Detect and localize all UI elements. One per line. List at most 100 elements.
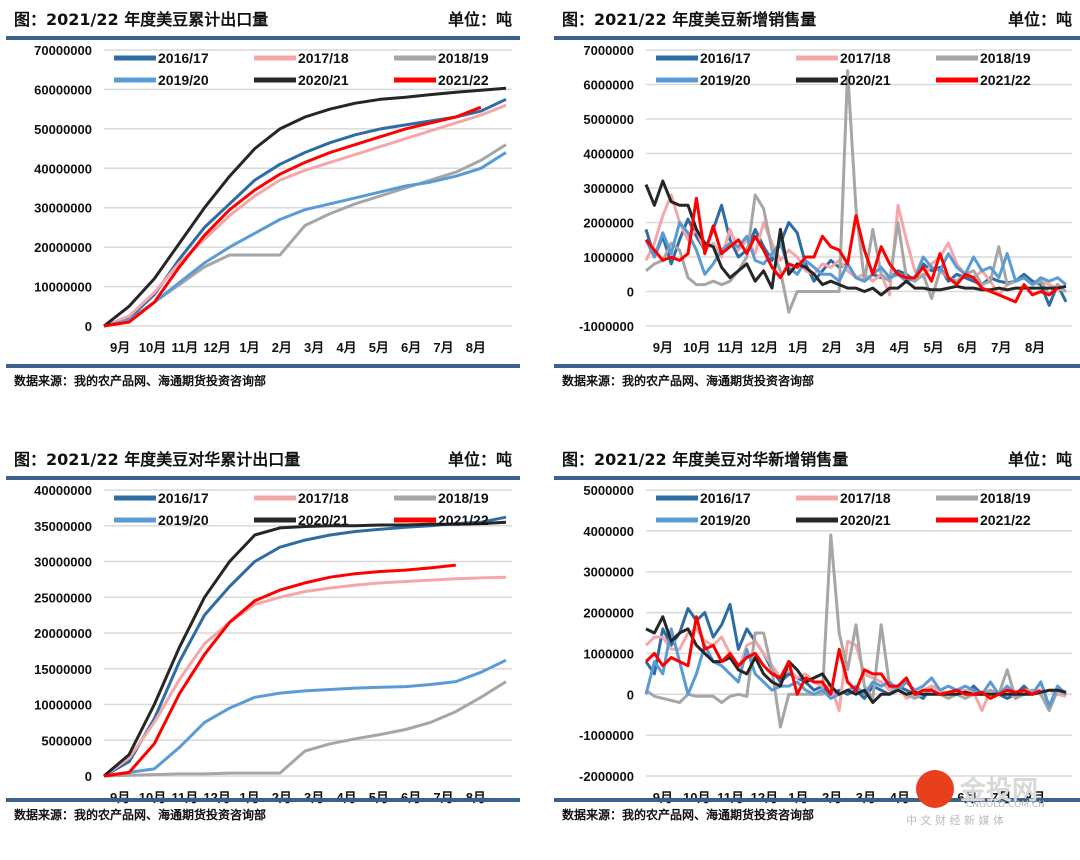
legend-label: 2017/18 [840, 490, 891, 506]
source-divider [6, 798, 520, 802]
chart-china-new-sales: -2000000 -1000000 0 1000000 2000000 3000000 40… [579, 483, 1072, 805]
legend-label: 2016/17 [158, 490, 209, 506]
legend-label: 2021/22 [980, 72, 1031, 88]
series-line-2017-18 [103, 575, 507, 778]
legend-label: 2017/18 [298, 490, 349, 506]
legend-label: 2018/19 [438, 50, 489, 66]
y-tick-label: 2000000 [583, 606, 634, 621]
x-tick-label: 8月 [466, 340, 486, 355]
legend-label: 2021/22 [438, 512, 489, 528]
title-divider [554, 476, 1080, 480]
legend-label: 2017/18 [298, 50, 349, 66]
series-line-2016-17 [103, 515, 507, 778]
panel-new-sales: 图：2021/22 年度美豆新增销售量 单位：吨 -1000000 0 100000… [548, 0, 1080, 420]
series-line-2021-22 [103, 563, 456, 778]
series-line-2021-22 [103, 105, 482, 328]
chart-china-cumulative-exports: 0 5000000 10000000 15000000 20000000 25000000… [34, 483, 512, 805]
x-tick-label: 12月 [751, 340, 778, 355]
y-tick-label: 60000000 [34, 82, 92, 97]
x-tick-label: 1月 [239, 340, 259, 355]
series-line-2020-21 [644, 179, 1067, 297]
y-tick-label: 0 [85, 319, 92, 334]
unit-label: 单位：吨 [447, 10, 512, 29]
y-tick-label: 35000000 [34, 519, 92, 534]
legend-label: 2018/19 [438, 490, 489, 506]
x-tick-label: 7月 [991, 340, 1011, 355]
watermark-logo-icon [916, 770, 954, 808]
y-tick-label: 4000000 [583, 524, 634, 539]
legend-label: 2017/18 [840, 50, 891, 66]
watermark-tagline: 中 文 财 经 新 媒 体 [906, 814, 1004, 827]
x-tick-label: 1月 [788, 340, 808, 355]
y-tick-label: -1000000 [579, 319, 634, 334]
legend-label: 2019/20 [700, 72, 751, 88]
y-tick-label: 20000000 [34, 626, 92, 641]
watermark-brand: 金投网 [960, 776, 1039, 806]
title-divider [6, 36, 520, 40]
legend-label: 2018/19 [980, 490, 1031, 506]
source-note: 数据来源：我的农产品网、海通期货投资咨询部 [562, 808, 815, 822]
source-note: 数据来源：我的农产品网、海通期货投资咨询部 [14, 808, 267, 822]
y-tick-label: 0 [85, 769, 92, 784]
y-tick-label: 15000000 [34, 662, 92, 677]
x-tick-label: 3月 [304, 340, 324, 355]
y-tick-label: 5000000 [583, 483, 634, 498]
y-tick-label: 1000000 [583, 250, 634, 265]
legend-label: 2016/17 [158, 50, 209, 66]
y-tick-label: 6000000 [583, 78, 634, 93]
series-line-2019-20 [103, 151, 507, 328]
panel-china-cumulative-exports: 图：2021/22 年度美豆对华累计出口量 单位：吨 0 5000000 10000… [0, 440, 520, 860]
y-tick-label: 10000000 [34, 698, 92, 713]
series-line-2017-18 [644, 627, 1067, 713]
legend-label: 2020/21 [298, 512, 349, 528]
legend-label: 2021/22 [980, 512, 1031, 528]
y-tick-label: 10000000 [34, 280, 92, 295]
series-line-2017-18 [103, 103, 507, 328]
x-tick-label: 4月 [336, 340, 356, 355]
title-divider [554, 36, 1080, 40]
y-tick-label: 4000000 [583, 147, 634, 162]
x-tick-label: 11月 [171, 340, 198, 355]
y-tick-label: -1000000 [579, 728, 634, 743]
legend-label: 2021/22 [438, 72, 489, 88]
series-line-2020-21 [103, 520, 507, 778]
source-divider [6, 364, 520, 368]
legend-label: 2020/21 [840, 512, 891, 528]
y-tick-label: 1000000 [583, 646, 634, 661]
watermark: 金投网 CNGOLD.COM.CN 中 文 财 经 新 媒 体 [906, 770, 1066, 830]
chart-cumulative-exports: 0 10000000 20000000 30000000 40000000 5000000… [34, 43, 512, 355]
x-tick-label: 5月 [923, 340, 943, 355]
y-tick-label: 0 [627, 687, 634, 702]
y-tick-label: 5000000 [583, 112, 634, 127]
panel-title: 图：2021/22 年度美豆新增销售量 [562, 10, 817, 29]
x-tick-label: 3月 [856, 340, 876, 355]
series-line-2018-19 [645, 533, 1067, 729]
x-tick-label: 10月 [139, 340, 166, 355]
y-tick-label: 40000000 [34, 161, 92, 176]
source-note: 数据来源：我的农产品网、海通期货投资咨询部 [14, 374, 267, 388]
source-divider [554, 364, 1080, 368]
legend-label: 2019/20 [158, 512, 209, 528]
x-tick-label: 9月 [653, 340, 673, 355]
y-tick-label: 2000000 [583, 216, 634, 231]
x-tick-label: 2月 [272, 340, 292, 355]
x-tick-label: 5月 [369, 340, 389, 355]
y-tick-label: 50000000 [34, 122, 92, 137]
unit-label: 单位：吨 [1007, 10, 1072, 29]
legend-label: 2020/21 [840, 72, 891, 88]
legend-label: 2020/21 [298, 72, 349, 88]
y-tick-label: 0 [627, 285, 634, 300]
x-tick-label: 11月 [717, 340, 744, 355]
legend-label: 2019/20 [700, 512, 751, 528]
unit-label: 单位：吨 [447, 450, 512, 469]
y-tick-label: 3000000 [583, 565, 634, 580]
legend-label: 2016/17 [700, 50, 751, 66]
watermark-domain: CNGOLD.COM.CN [966, 800, 1045, 810]
source-divider [554, 798, 1080, 802]
x-tick-label: 12月 [203, 340, 230, 355]
x-tick-label: 7月 [433, 340, 453, 355]
panel-cumulative-exports: 图：2021/22 年度美豆累计出口量 单位：吨 0 10000000 200000… [0, 0, 520, 420]
series-line-2019-20 [644, 221, 1067, 287]
y-tick-label: 40000000 [34, 483, 92, 498]
legend-label: 2016/17 [700, 490, 751, 506]
